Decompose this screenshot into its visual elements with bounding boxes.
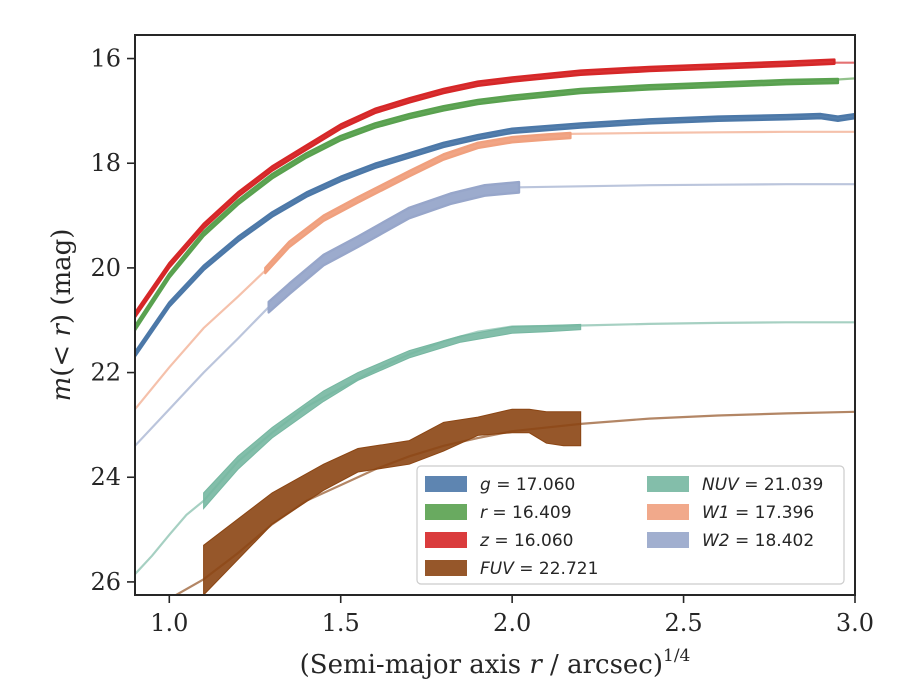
- x-tick-label: 3.0: [836, 609, 874, 637]
- series-g-band: [135, 112, 855, 358]
- series-w2-band: [267, 180, 521, 314]
- legend-label-z: z = 16.060: [479, 531, 573, 551]
- series-fuv-band: [203, 408, 582, 595]
- x-tick-label: 1.0: [150, 609, 188, 637]
- series-w2-extrapolation-1: [518, 183, 855, 189]
- y-tick-label: 16: [90, 45, 121, 73]
- legend-swatch-r: [425, 504, 467, 520]
- plot-frame: [134, 34, 856, 596]
- y-tick-label: 22: [90, 359, 121, 387]
- series-r-extrapolation-0: [837, 77, 855, 81]
- series-w1-band: [264, 131, 572, 275]
- series-nuv-band: [203, 323, 582, 510]
- series-z-band: [135, 58, 836, 319]
- legend: g = 17.060 r = 16.409 z = 16.060 FUV = 22.7…: [416, 465, 845, 585]
- series-w1-extrapolation-0: [135, 269, 267, 410]
- legend-swatch-w1: [647, 504, 689, 520]
- legend-swatch-w2: [647, 532, 689, 548]
- series-r-band: [135, 77, 840, 332]
- series-w2-extrapolation-0: [135, 306, 270, 447]
- legend-label-w2: W2 = 18.402: [702, 531, 814, 551]
- legend-swatch-nuv: [647, 476, 689, 492]
- legend-swatch-g: [425, 476, 467, 492]
- series-layer: [135, 58, 855, 595]
- legend-label-fuv: FUV = 22.721: [480, 559, 598, 579]
- x-axis: 1.0 1.5 2.0 2.5 3.0: [150, 595, 874, 637]
- y-tick-label: 26: [90, 568, 121, 596]
- y-axis: 16 18 20 22 24 26: [90, 45, 135, 596]
- y-axis-label: m(< r) (mag): [47, 229, 77, 402]
- legend-label-w1: W1 = 17.396: [702, 503, 814, 523]
- x-tick-label: 2.5: [664, 609, 702, 637]
- legend-swatch-z: [425, 532, 467, 548]
- legend-label-g: g = 17.060: [480, 475, 575, 495]
- x-tick-label: 2.0: [493, 609, 531, 637]
- series-w1-extrapolation-1: [570, 130, 855, 135]
- legend-swatch-fuv: [425, 560, 467, 576]
- legend-label-nuv: NUV = 21.039: [702, 475, 823, 495]
- y-tick-label: 20: [90, 254, 121, 282]
- y-tick-label: 24: [90, 463, 121, 491]
- legend-frame: [416, 465, 845, 585]
- legend-label-r: r = 16.409: [480, 503, 572, 523]
- x-axis-label: (Semi-major axis r / arcsec)1/4: [300, 646, 691, 680]
- x-tick-label: 1.5: [322, 609, 360, 637]
- y-tick-label: 18: [90, 149, 121, 177]
